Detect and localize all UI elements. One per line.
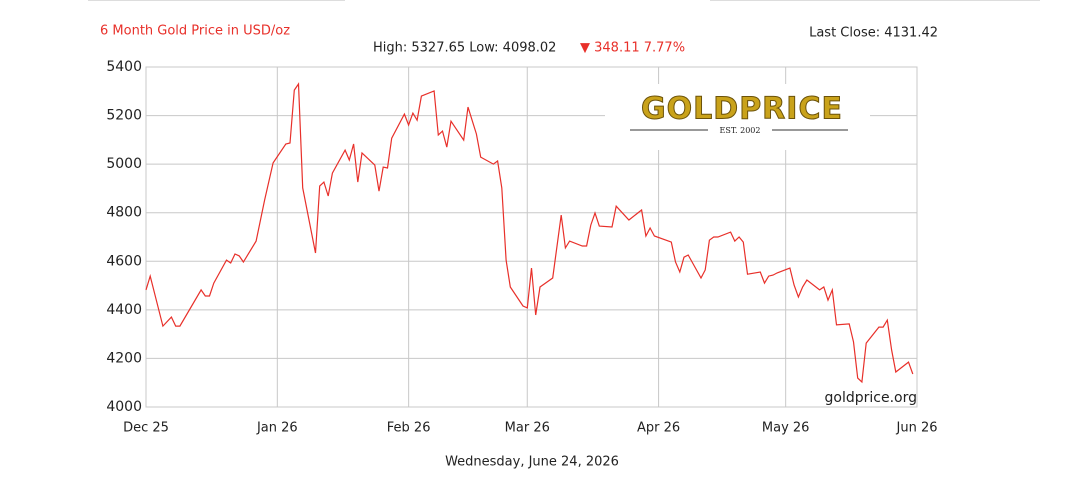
price-line [145, 82, 914, 384]
change: ▼ 348.11 7.77% [580, 41, 685, 56]
logo-bg [605, 84, 870, 150]
date: Wednesday, June 24, 2026 [445, 455, 619, 470]
x-tick-label: Mar 26 [505, 421, 550, 436]
x-tick-label: Apr 26 [637, 421, 680, 436]
logo-est: EST. 2002 [720, 126, 761, 135]
x-tick-label: Dec 25 [123, 421, 169, 436]
chart-title: 6 Month Gold Price in USD/oz [100, 24, 290, 39]
logo: GOLDPRICE [641, 92, 843, 127]
y-tick-label: 4000 [106, 399, 142, 415]
y-tick-label: 4200 [106, 350, 142, 366]
plot-frame [145, 66, 918, 408]
y-tick-label: 5000 [106, 156, 142, 172]
watermark: goldprice.org [825, 390, 917, 406]
y-tick-label: 4400 [106, 302, 142, 318]
y-tick-label: 4600 [106, 253, 142, 269]
x-tick-label: Feb 26 [387, 421, 431, 436]
x-tick-label: May 26 [762, 421, 810, 436]
y-tick-label: 5400 [106, 59, 142, 75]
y-tick-label: 4800 [106, 205, 142, 221]
y-tick-label: 5200 [106, 108, 142, 124]
high-low: High: 5327.65 Low: 4098.02 [373, 41, 556, 56]
x-tick-label: Jun 26 [896, 421, 938, 436]
last-close: Last Close: 4131.42 [809, 26, 938, 41]
x-tick-label: Jan 26 [256, 421, 298, 436]
